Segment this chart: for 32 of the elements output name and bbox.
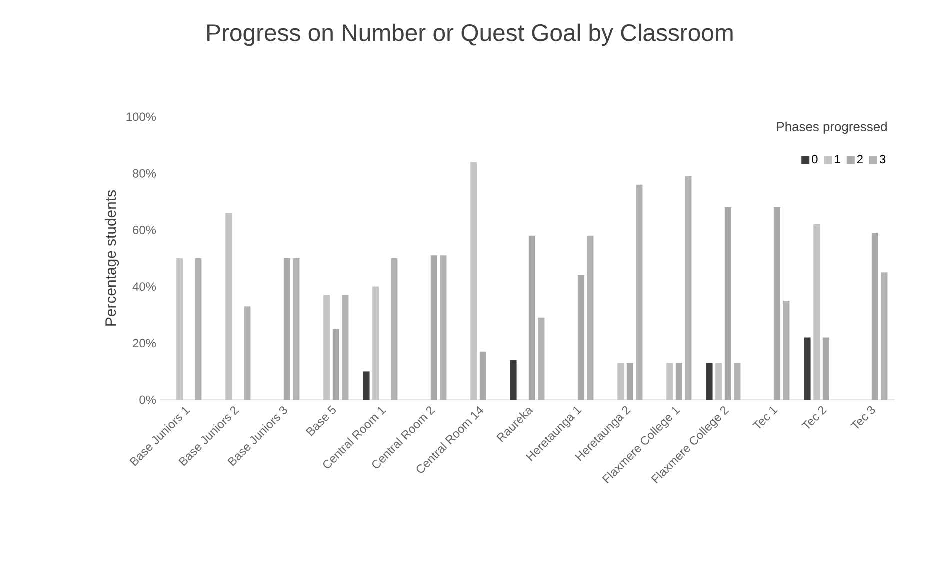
bar [626, 363, 634, 400]
bar [332, 329, 340, 400]
bar [822, 338, 830, 400]
bar [363, 372, 370, 400]
bar [872, 233, 878, 400]
bar [676, 363, 682, 400]
y-tick-label: 20% [133, 339, 156, 348]
bar [510, 360, 517, 400]
x-tick-label: Tec 3 [850, 406, 876, 429]
y-tick-label: 80% [133, 169, 156, 178]
chart-title: Progress on Number or Quest Goal by Classroom [208, 24, 733, 46]
bar [480, 352, 486, 400]
y-tick-label: 0% [140, 396, 156, 404]
y-tick-label: 100% [126, 112, 156, 122]
bar [430, 256, 438, 400]
legend-label: 0 [812, 155, 818, 164]
bar [804, 338, 811, 400]
bar [578, 275, 584, 400]
y-tick-label: 60% [133, 226, 156, 234]
y-tick-label: 40% [132, 282, 156, 292]
bar [706, 363, 713, 400]
legend-label: 2 [857, 155, 863, 164]
bar [774, 208, 780, 400]
legend-title: Phases progressed [777, 122, 887, 134]
bar [724, 208, 732, 400]
legend-label: 1 [835, 155, 840, 164]
x-tick-label: Tec 2 [802, 406, 827, 429]
y-axis-title: Percentage students [105, 190, 120, 326]
legend-label: 3 [880, 155, 886, 164]
x-tick-label: Tec 1 [752, 406, 778, 429]
bar [284, 258, 290, 400]
bar [528, 236, 536, 400]
